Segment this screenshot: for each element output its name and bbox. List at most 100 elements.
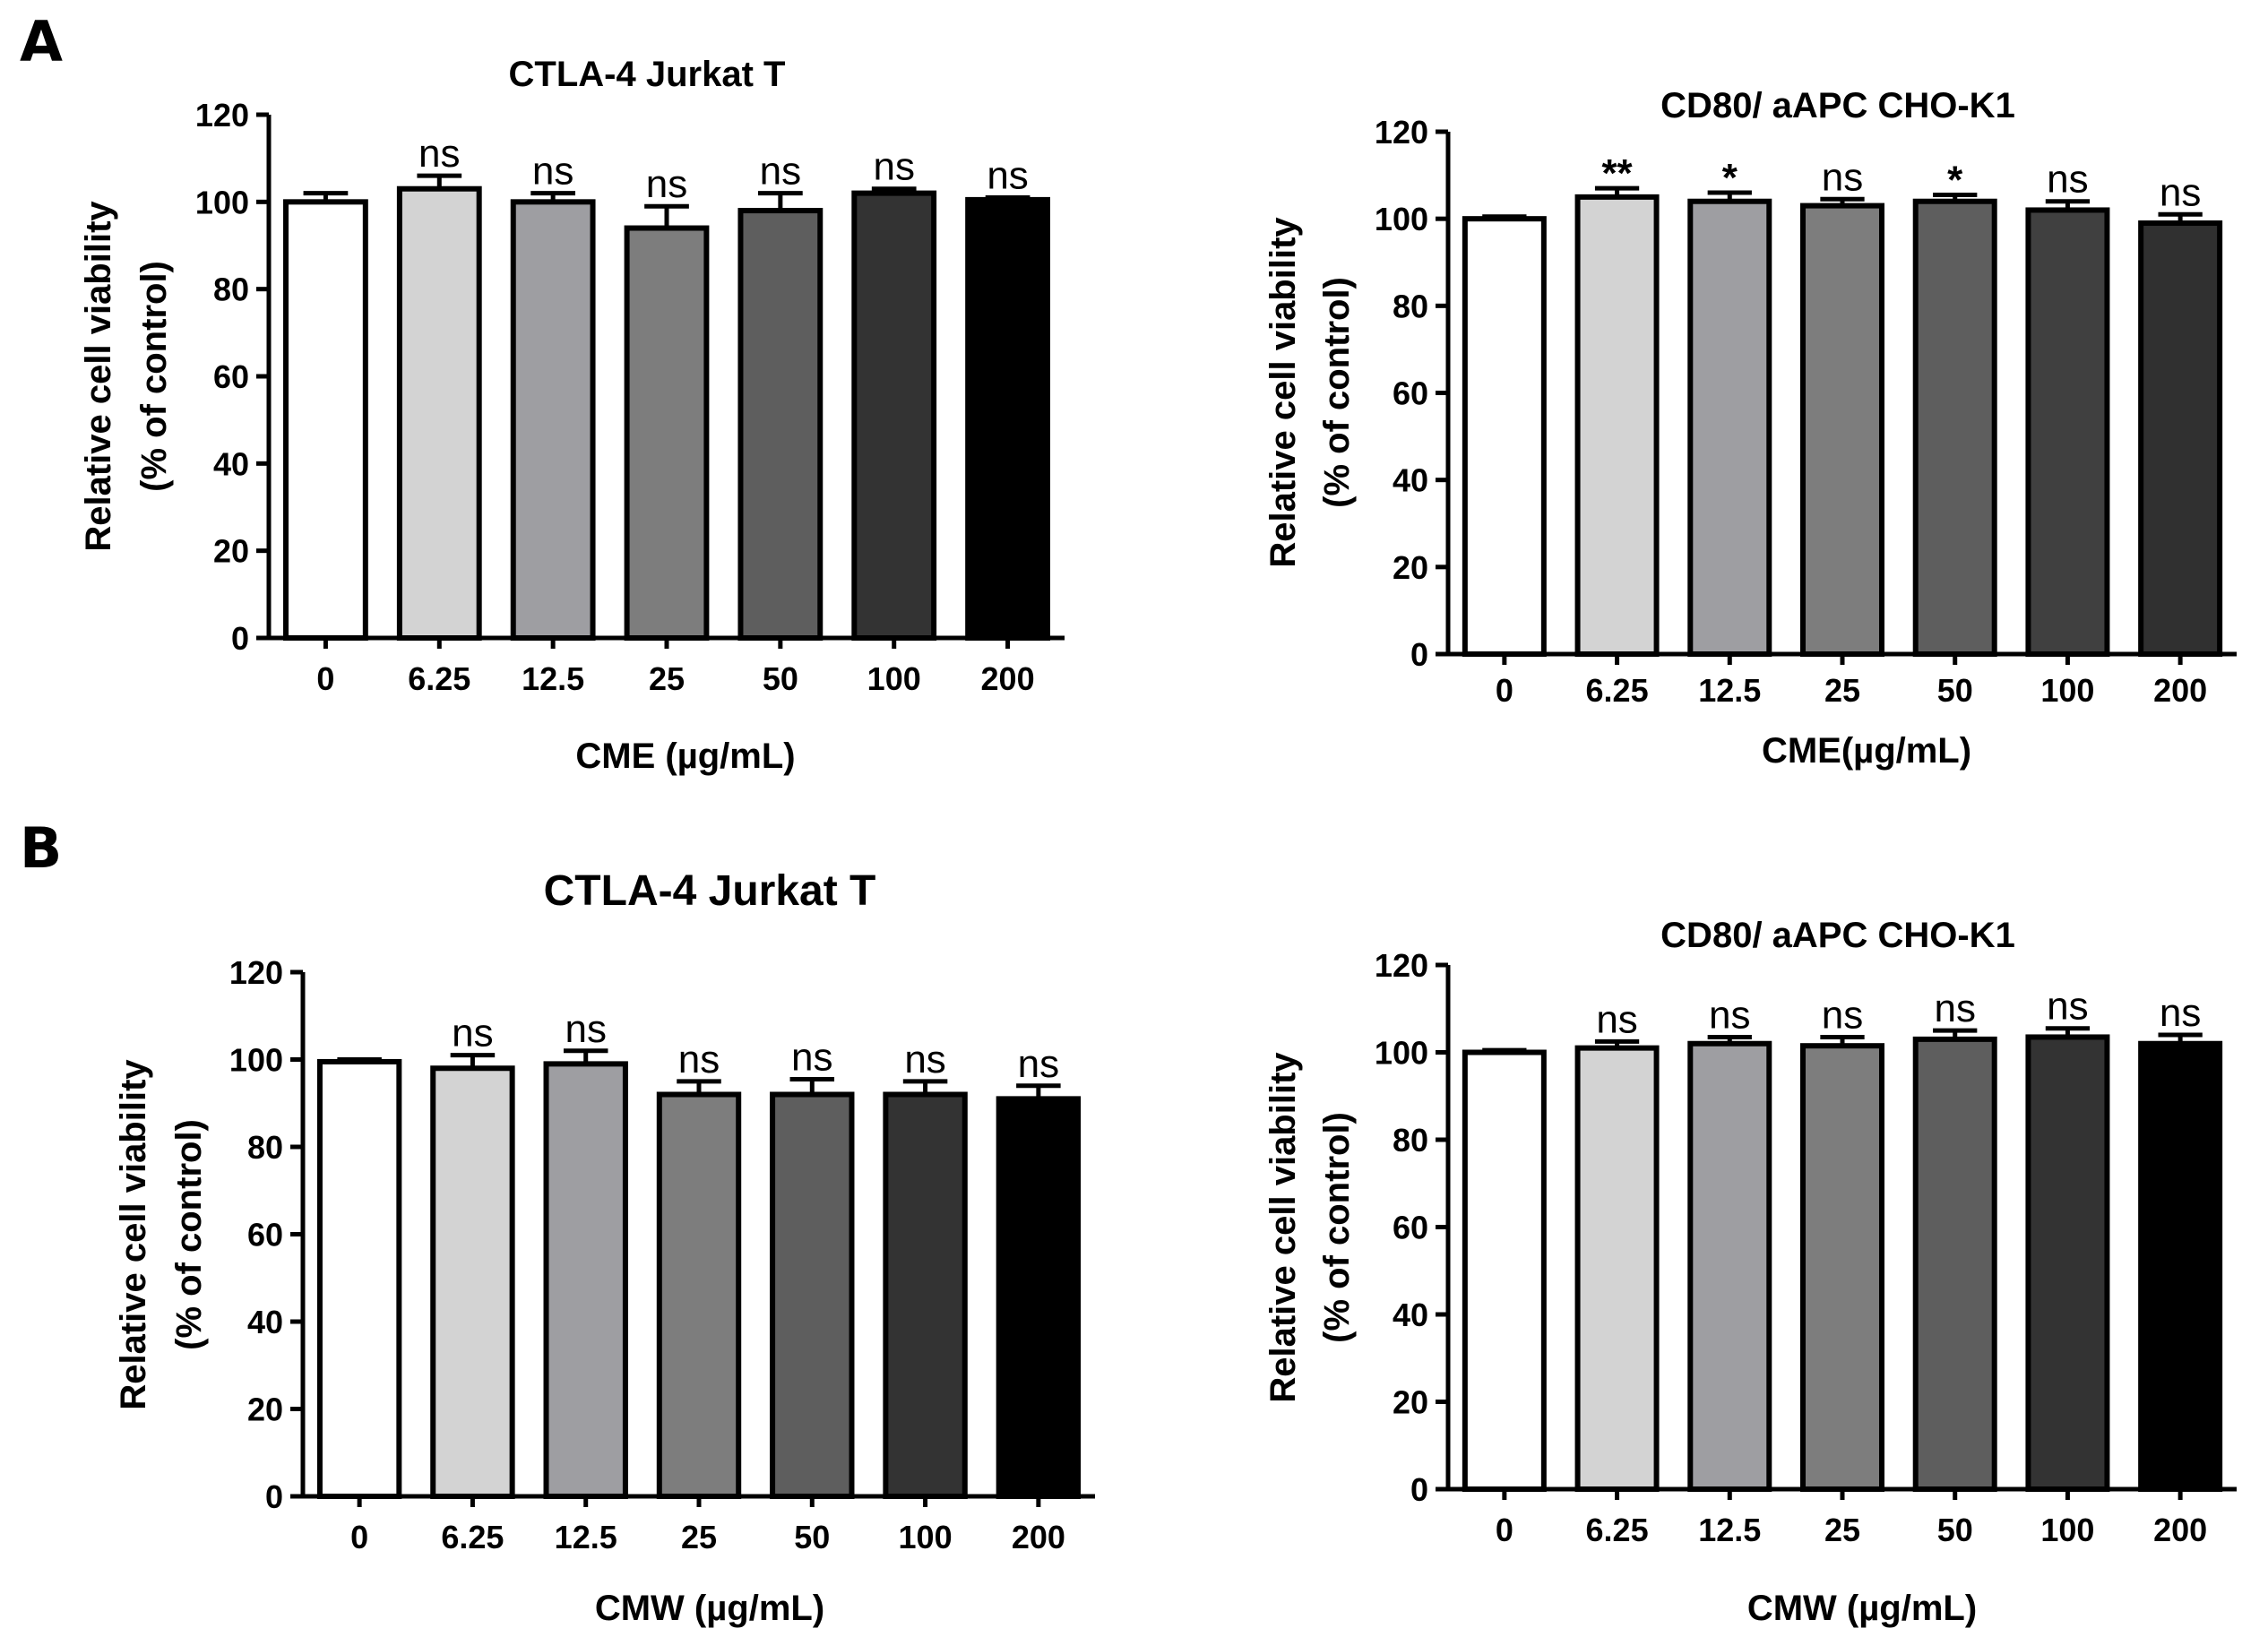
significance-label: ns xyxy=(760,150,801,194)
significance-label: ns xyxy=(1822,993,1863,1037)
significance-label: ns xyxy=(1709,993,1750,1037)
charts-container: CTLA-4 Jurkat T 0 20 40 60 80 100 120 0 6.25 ns 12.… xyxy=(79,55,2237,1628)
significance-label: ns xyxy=(1822,155,1863,199)
y-axis-label: Relative cell viability xyxy=(114,1059,153,1410)
bar xyxy=(1687,198,1772,657)
x-tick-label: 12.5 xyxy=(555,1519,617,1555)
bar xyxy=(1912,198,1997,657)
bar xyxy=(396,185,482,641)
chart-title: CD80/ aAPC CHO-K1 xyxy=(1660,916,2015,955)
significance-label: ns xyxy=(646,162,687,206)
y-tick-label: 0 xyxy=(265,1478,283,1515)
x-tick-label: 0 xyxy=(1496,672,1513,709)
significance-label: * xyxy=(1947,158,1963,202)
significance-label: ns xyxy=(532,150,573,194)
bar xyxy=(737,208,824,641)
x-tick-label: 50 xyxy=(1937,1512,1973,1548)
y-tick-label: 20 xyxy=(1393,1384,1428,1421)
x-tick-label: 0 xyxy=(316,660,334,697)
y-axis-label: Relative cell viability xyxy=(1263,217,1303,568)
bar xyxy=(770,1091,855,1499)
significance-label: ns xyxy=(2160,991,2201,1035)
y-tick-label: 100 xyxy=(1375,201,1428,237)
bar xyxy=(430,1065,515,1499)
bar xyxy=(624,225,710,642)
y-tick-label: 120 xyxy=(1375,947,1428,984)
y-tick-label: 0 xyxy=(1410,636,1428,673)
bar xyxy=(1800,202,1884,657)
y-tick-label: 100 xyxy=(229,1042,283,1079)
x-tick-label: 100 xyxy=(2040,672,2094,709)
significance-label: ns xyxy=(418,132,460,176)
x-tick-label: 6.25 xyxy=(1586,1512,1649,1548)
x-axis-label: CME(µg/mL) xyxy=(1762,731,1971,771)
x-tick-label: 12.5 xyxy=(522,660,584,697)
bar xyxy=(510,199,596,641)
significance-label: ns xyxy=(1596,997,1637,1041)
y-axis-label-units: (% of control) xyxy=(1317,1112,1357,1343)
bar xyxy=(1462,1049,1547,1492)
x-tick-label: 6.25 xyxy=(1586,672,1649,709)
x-tick-label: 25 xyxy=(1824,672,1860,709)
y-tick-label: 60 xyxy=(1393,375,1428,412)
bar xyxy=(1912,1036,1997,1492)
panel-letter-a: A xyxy=(20,9,63,74)
y-tick-label: 80 xyxy=(1393,288,1428,324)
significance-label: * xyxy=(1722,156,1738,200)
y-tick-label: 80 xyxy=(247,1129,283,1166)
x-tick-label: 12.5 xyxy=(1698,672,1761,709)
bar xyxy=(965,196,1050,641)
x-tick-label: 6.25 xyxy=(408,660,470,697)
bar xyxy=(2138,220,2223,657)
significance-label: ns xyxy=(904,1038,945,1081)
x-tick-label: 0 xyxy=(1496,1512,1513,1548)
x-tick-label: 6.25 xyxy=(441,1519,504,1555)
x-tick-label: 100 xyxy=(899,1519,953,1555)
y-tick-label: 60 xyxy=(213,358,249,395)
y-tick-label: 120 xyxy=(229,954,283,991)
significance-label: ns xyxy=(987,153,1028,197)
significance-label: ns xyxy=(1934,987,1975,1030)
bar xyxy=(1687,1040,1772,1492)
y-tick-label: 20 xyxy=(247,1391,283,1428)
bar xyxy=(2025,1034,2110,1492)
x-tick-label: 25 xyxy=(681,1519,717,1555)
bar xyxy=(883,1091,968,1499)
y-axis-label: Relative cell viability xyxy=(1263,1052,1303,1403)
y-tick-label: 60 xyxy=(247,1217,283,1254)
x-tick-label: 100 xyxy=(2040,1512,2094,1548)
significance-label: ns xyxy=(2047,158,2088,202)
x-tick-label: 50 xyxy=(794,1519,830,1555)
significance-label: ns xyxy=(2047,985,2088,1029)
y-tick-label: 80 xyxy=(1393,1122,1428,1159)
x-tick-label: 100 xyxy=(867,660,921,697)
bar xyxy=(543,1061,628,1499)
y-tick-label: 40 xyxy=(247,1304,283,1340)
y-tick-label: 100 xyxy=(1375,1035,1428,1072)
significance-label: ns xyxy=(452,1012,493,1055)
bar xyxy=(2138,1040,2223,1492)
y-axis-label-units: (% of control) xyxy=(1317,277,1357,508)
y-axis-label: Relative cell viability xyxy=(79,201,118,552)
y-tick-label: 40 xyxy=(1393,462,1428,499)
x-tick-label: 25 xyxy=(649,660,685,697)
x-axis-label: CME (µg/mL) xyxy=(575,737,795,776)
chart-3: CTLA-4 Jurkat T 0 20 40 60 80 100 120 0 6.25 ns 12.… xyxy=(114,867,1095,1628)
x-tick-label: 50 xyxy=(1937,672,1973,709)
y-tick-label: 20 xyxy=(213,533,249,570)
y-tick-label: 40 xyxy=(213,445,249,482)
y-tick-label: 0 xyxy=(231,620,249,657)
y-axis-label-units: (% of control) xyxy=(169,1119,209,1350)
bar xyxy=(996,1096,1082,1499)
significance-label: ns xyxy=(2160,170,2201,214)
chart-title: CD80/ aAPC CHO-K1 xyxy=(1660,86,2015,125)
y-tick-label: 20 xyxy=(1393,549,1428,586)
significance-label: ns xyxy=(678,1038,720,1081)
x-tick-label: 200 xyxy=(2153,672,2207,709)
chart-1: CTLA-4 Jurkat T 0 20 40 60 80 100 120 0 6.25 ns 12.… xyxy=(79,55,1065,776)
bar xyxy=(1800,1043,1884,1492)
x-tick-label: 200 xyxy=(2153,1512,2207,1548)
x-tick-label: 200 xyxy=(981,660,1035,697)
x-tick-label: 25 xyxy=(1824,1512,1860,1548)
